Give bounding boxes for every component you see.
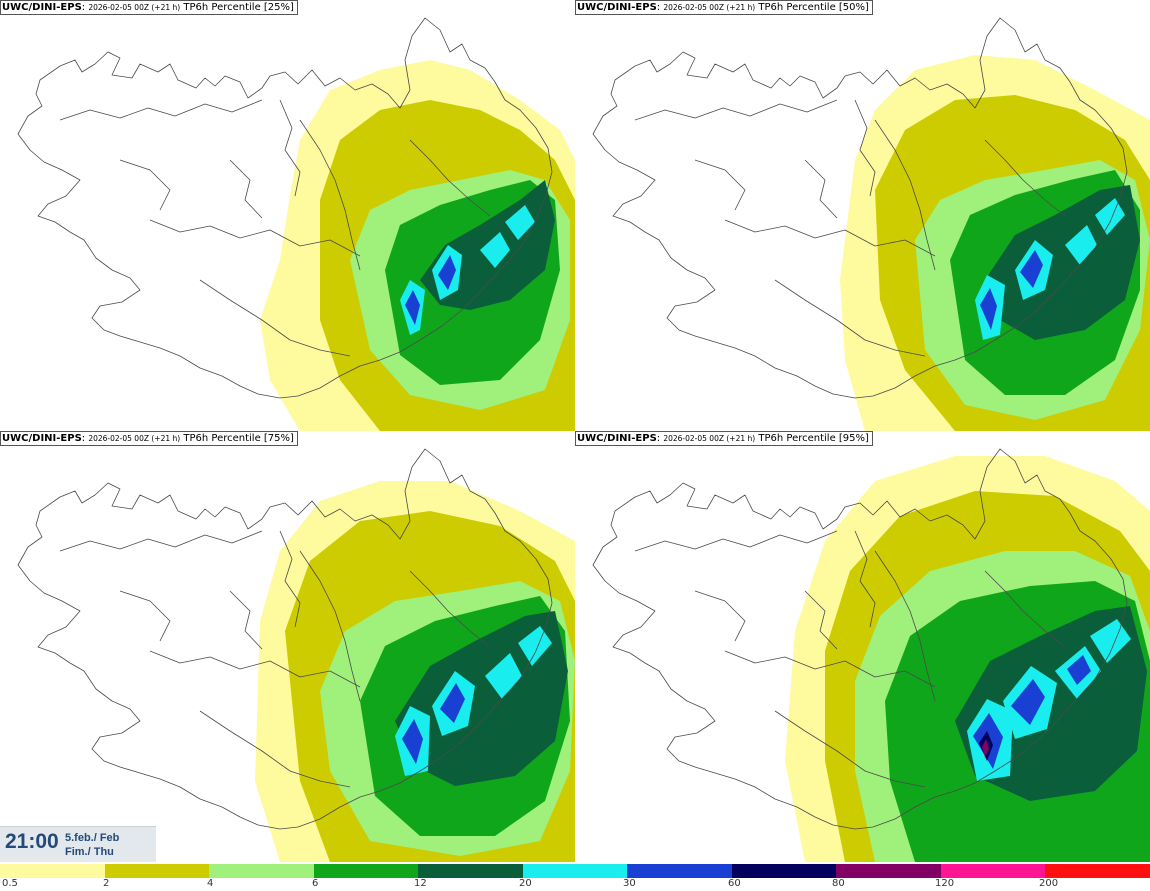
valid-time-clock: 21:00 bbox=[5, 830, 59, 853]
valid-date: 5.feb./ Feb bbox=[65, 832, 120, 844]
map-panel-p25: UWC/DINI-EPS: 2026-02-05 00Z (+21 h) TP6… bbox=[0, 0, 575, 431]
valid-time-box: 21:00 5.feb./ Feb Fim./ Thu bbox=[0, 826, 156, 863]
legend-tick: 30 bbox=[623, 878, 636, 889]
legend-swatch bbox=[314, 864, 418, 878]
run-time: 2026-02-05 00Z (+21 h) bbox=[663, 3, 756, 12]
legend-swatch bbox=[1045, 864, 1150, 878]
legend-tick: 120 bbox=[935, 878, 955, 889]
run-time: 2026-02-05 00Z (+21 h) bbox=[88, 434, 181, 443]
model-name: UWC/DINI-EPS bbox=[577, 433, 657, 444]
map-panel-p50: UWC/DINI-EPS: 2026-02-05 00Z (+21 h) TP6… bbox=[575, 0, 1150, 431]
field-name: TP6h Percentile [75%] bbox=[183, 433, 294, 444]
legend-swatch bbox=[209, 864, 314, 878]
map-panel-p75: UWC/DINI-EPS: 2026-02-05 00Z (+21 h) TP6… bbox=[0, 431, 575, 862]
map-panel-p95: UWC/DINI-EPS: 2026-02-05 00Z (+21 h) TP6… bbox=[575, 431, 1150, 862]
legend-swatch bbox=[836, 864, 941, 878]
legend-swatch bbox=[0, 864, 105, 878]
field-name: TP6h Percentile [25%] bbox=[183, 2, 294, 13]
precip-map-p25 bbox=[17, 17, 575, 431]
legend-tick: 200 bbox=[1039, 878, 1059, 889]
field-name: TP6h Percentile [50%] bbox=[758, 2, 869, 13]
legend-tick: 4 bbox=[207, 878, 214, 889]
legend-tick: 20 bbox=[519, 878, 532, 889]
run-time: 2026-02-05 00Z (+21 h) bbox=[663, 434, 756, 443]
legend-tick: 2 bbox=[103, 878, 110, 889]
legend-tick: 0.5 bbox=[2, 878, 18, 889]
legend-swatch bbox=[627, 864, 732, 878]
precip-map-p50 bbox=[592, 17, 1150, 431]
run-time: 2026-02-05 00Z (+21 h) bbox=[88, 3, 181, 12]
panel-title: UWC/DINI-EPS: 2026-02-05 00Z (+21 h) TP6… bbox=[575, 431, 873, 446]
legend-swatch bbox=[941, 864, 1045, 878]
legend-tick: 80 bbox=[832, 878, 845, 889]
panel-title: UWC/DINI-EPS: 2026-02-05 00Z (+21 h) TP6… bbox=[0, 431, 298, 446]
model-name: UWC/DINI-EPS bbox=[577, 2, 657, 13]
legend-tick: 6 bbox=[312, 878, 319, 889]
valid-day: Fim./ Thu bbox=[65, 846, 114, 858]
model-name: UWC/DINI-EPS bbox=[2, 2, 82, 13]
model-name: UWC/DINI-EPS bbox=[2, 433, 82, 444]
field-name: TP6h Percentile [95%] bbox=[758, 433, 869, 444]
panel-title: UWC/DINI-EPS: 2026-02-05 00Z (+21 h) TP6… bbox=[0, 0, 298, 15]
legend-swatch bbox=[523, 864, 627, 878]
precip-map-p75 bbox=[17, 448, 575, 862]
legend-swatch bbox=[732, 864, 836, 878]
precip-map-p95 bbox=[592, 448, 1150, 862]
legend-tick: 60 bbox=[728, 878, 741, 889]
panel-title: UWC/DINI-EPS: 2026-02-05 00Z (+21 h) TP6… bbox=[575, 0, 873, 15]
precip-colorbar: 0.5 2 4 6 12 20 30 60 80 120 200 bbox=[0, 862, 1150, 891]
legend-swatch bbox=[105, 864, 209, 878]
legend-tick: 12 bbox=[414, 878, 427, 889]
legend-swatch bbox=[418, 864, 523, 878]
